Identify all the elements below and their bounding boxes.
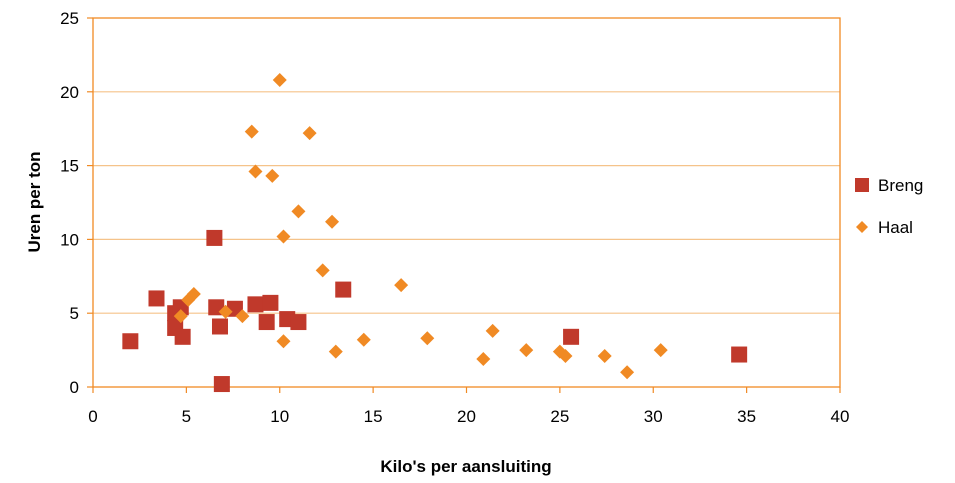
legend-marker-haal — [856, 221, 868, 233]
haal-point — [325, 214, 340, 229]
haal-point — [218, 304, 233, 319]
haal-point — [420, 331, 435, 346]
legend-label-haal: Haal — [878, 218, 913, 237]
x-tick-label: 25 — [550, 407, 569, 426]
x-tick-label: 40 — [831, 407, 850, 426]
y-tick-label: 25 — [60, 9, 79, 28]
haal-point — [173, 309, 188, 324]
breng-point — [262, 294, 279, 311]
y-axis-label: Uren per ton — [25, 151, 44, 252]
haal-point — [276, 334, 291, 349]
haal-point — [276, 229, 291, 244]
axis-ticks: 0 5 10 15 20 25 0 5 10 15 20 25 30 35 40 — [60, 9, 849, 426]
breng-point — [211, 318, 228, 335]
haal-point — [186, 287, 201, 302]
haal-point — [315, 263, 330, 278]
x-tick-label: 35 — [737, 407, 756, 426]
haal-point — [620, 365, 635, 380]
x-axis-label: Kilo's per aansluiting — [380, 457, 551, 476]
legend-marker-breng — [855, 178, 869, 192]
plot-area — [92, 17, 841, 388]
breng-point — [731, 346, 748, 363]
y-tick-label: 5 — [70, 304, 79, 323]
x-tick-label: 5 — [182, 407, 191, 426]
haal-point — [235, 309, 250, 324]
haal-point — [248, 164, 263, 179]
breng-point — [290, 314, 307, 331]
breng-point — [122, 333, 139, 350]
data-points — [122, 72, 748, 393]
haal-point — [476, 351, 491, 366]
x-tick-label: 30 — [644, 407, 663, 426]
haal-point — [244, 124, 259, 139]
haal-point — [653, 343, 668, 358]
breng-point — [335, 281, 352, 298]
breng-point — [206, 229, 223, 246]
haal-point — [394, 278, 409, 293]
breng-point — [148, 290, 165, 307]
breng-point — [247, 296, 264, 313]
y-tick-label: 10 — [60, 230, 79, 249]
x-tick-label: 15 — [364, 407, 383, 426]
haal-point — [265, 168, 280, 183]
x-tick-label: 0 — [88, 407, 97, 426]
haal-point — [328, 344, 343, 359]
haal-point — [558, 349, 573, 364]
haal-point — [519, 343, 534, 358]
x-tick-label: 20 — [457, 407, 476, 426]
haal-point — [291, 204, 306, 219]
y-tick-label: 20 — [60, 83, 79, 102]
haal-point — [302, 126, 317, 141]
y-tick-label: 0 — [70, 378, 79, 397]
breng-point — [563, 328, 580, 345]
haal-point — [272, 72, 287, 87]
legend: Breng Haal — [855, 176, 923, 237]
legend-label-breng: Breng — [878, 176, 923, 195]
gridlines — [93, 91, 840, 314]
haal-point — [356, 332, 371, 347]
x-tick-label: 10 — [270, 407, 289, 426]
haal-point — [485, 323, 500, 338]
y-tick-label: 15 — [60, 157, 79, 176]
breng-point — [258, 314, 275, 331]
breng-point — [174, 328, 191, 345]
haal-point — [597, 349, 612, 364]
breng-point — [213, 376, 230, 393]
